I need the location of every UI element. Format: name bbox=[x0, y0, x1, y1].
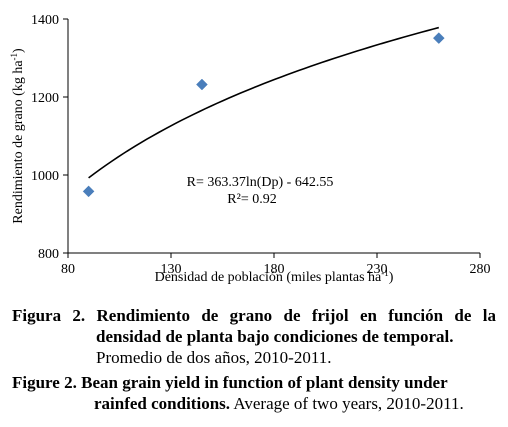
caption-label: Figure 2. bbox=[12, 373, 77, 392]
x-tick-label: 180 bbox=[264, 262, 285, 277]
r2-label: R²= 0.92 bbox=[227, 192, 276, 207]
caption-title-line1: Bean grain yield in function of plant de… bbox=[76, 373, 448, 392]
scatter-chart: 80 130 180 230 280 800 1000 1200 1400 R= 363.37… bbox=[9, 13, 491, 285]
data-point-marker bbox=[432, 32, 445, 44]
data-points bbox=[82, 32, 445, 198]
x-tick-label: 230 bbox=[367, 262, 388, 277]
x-tick-label: 130 bbox=[161, 262, 182, 277]
y-axis-title: Rendimiento de grano (kg ha-1) bbox=[9, 48, 26, 224]
trendline bbox=[88, 26, 440, 179]
caption-title-line2: rainfed conditions. bbox=[94, 394, 231, 413]
data-point-marker bbox=[196, 78, 208, 91]
data-point-marker bbox=[82, 185, 95, 198]
y-tick-label: 1200 bbox=[31, 91, 59, 106]
caption-title-line2: densidad de planta bajo condiciones de t… bbox=[96, 327, 454, 346]
equation-label: R= 363.37ln(Dp) - 642.55 bbox=[187, 175, 334, 190]
y-tick-label: 800 bbox=[38, 247, 59, 262]
figure-caption-spanish: Figura 2. Rendimiento de grano de frijol… bbox=[12, 305, 496, 368]
caption-subtitle: Promedio de dos años, 2010-2011. bbox=[96, 348, 332, 367]
x-axis-title: Densidad de población (miles plantas ha-… bbox=[155, 268, 394, 285]
x-tick-label: 80 bbox=[61, 262, 75, 277]
y-axis-ticks: 800 1000 1200 1400 bbox=[31, 13, 68, 262]
chart-axes bbox=[67, 19, 480, 254]
y-tick-label: 1400 bbox=[31, 13, 59, 28]
caption-title-line1: Rendimiento de grano de frijol en funció… bbox=[85, 306, 496, 325]
x-axis-ticks: 80 130 180 230 280 bbox=[61, 253, 491, 277]
x-tick-label: 280 bbox=[470, 262, 491, 277]
figure-caption-english: Figure 2. Bean grain yield in function o… bbox=[12, 372, 496, 414]
caption-label: Figura 2. bbox=[12, 306, 86, 325]
caption-subtitle: Average of two years, 2010-2011. bbox=[230, 394, 464, 413]
y-tick-label: 1000 bbox=[31, 169, 59, 184]
